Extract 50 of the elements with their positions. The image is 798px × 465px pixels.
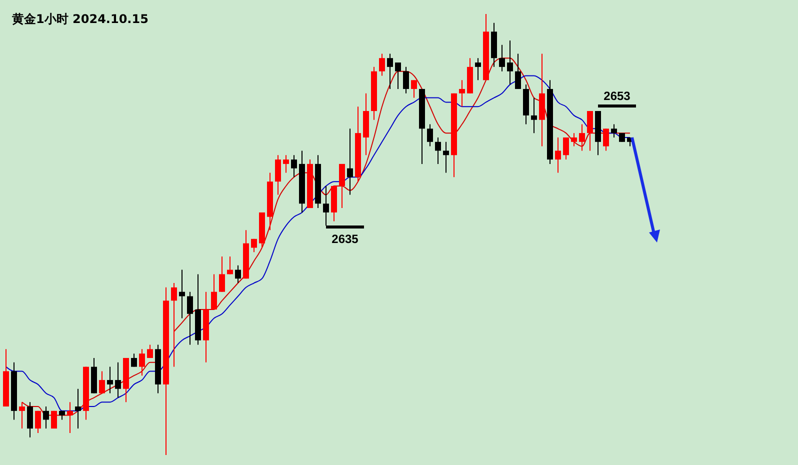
candlestick	[27, 402, 33, 438]
candlestick	[171, 282, 177, 368]
candlestick	[339, 163, 345, 209]
candlestick	[107, 366, 113, 394]
candlestick	[499, 44, 505, 72]
candlestick	[115, 362, 121, 398]
candlestick	[235, 264, 241, 284]
candlestick	[211, 274, 217, 310]
candlestick	[35, 410, 41, 434]
candlestick	[379, 53, 385, 76]
candlestick	[395, 62, 401, 90]
candlestick	[131, 353, 137, 368]
candlestick	[587, 110, 593, 152]
candlestick	[147, 344, 153, 358]
candlestick	[411, 80, 417, 98]
candlestick	[187, 291, 193, 346]
candlestick	[475, 58, 481, 81]
candlestick	[507, 40, 513, 86]
candlestick	[347, 128, 353, 196]
candlestick	[555, 136, 561, 174]
candlestick	[387, 53, 393, 90]
candlestick	[291, 154, 297, 178]
candlestick	[403, 66, 409, 94]
candlestick	[67, 402, 73, 434]
candlestick	[99, 370, 105, 394]
candlestick	[75, 388, 81, 430]
candlestick	[179, 269, 185, 319]
chart-title: 黄金1小时 2024.10.15	[11, 12, 148, 26]
annotation: 2653	[604, 89, 631, 103]
candlestick	[603, 128, 609, 152]
annotation: 2635	[332, 232, 359, 246]
candlestick	[435, 136, 441, 164]
candlestick	[19, 402, 25, 430]
candlestick	[443, 141, 449, 174]
candlestick	[283, 154, 289, 174]
candlestick	[571, 132, 577, 147]
candlestick	[515, 53, 521, 90]
candlestick	[251, 238, 257, 253]
candlestick	[323, 185, 329, 226]
candlestick	[227, 256, 233, 275]
candlestick	[531, 97, 537, 134]
candlestick	[275, 154, 281, 196]
candlestick	[611, 124, 617, 138]
candlestick	[139, 348, 145, 376]
candlestick	[459, 80, 465, 108]
candlestick	[579, 124, 585, 152]
candlestick	[427, 124, 433, 147]
candlestick	[563, 136, 569, 160]
candlestick	[43, 406, 49, 430]
candlestick	[219, 256, 225, 292]
